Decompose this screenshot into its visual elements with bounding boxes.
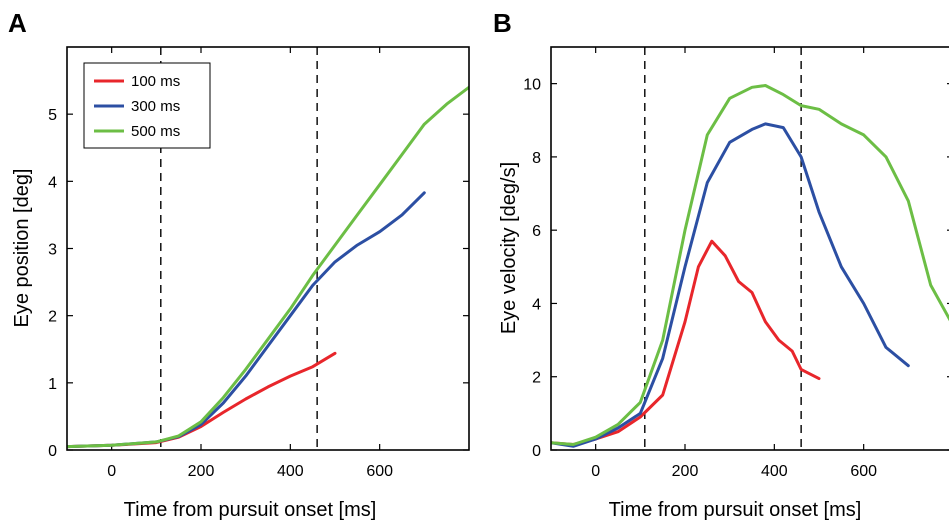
legend-a: 100 ms 300 ms 500 ms — [83, 62, 211, 149]
x-axis-label-a: Time from pursuit onset [ms] — [124, 499, 377, 521]
plot-frame-b — [550, 46, 949, 451]
x-tick-label-a-200: 200 — [188, 463, 215, 480]
y-tick-label-a-5: 5 — [48, 107, 57, 124]
series-line-a-100ms — [67, 351, 337, 449]
x-axis-label-b: Time from pursuit onset [ms] — [609, 499, 862, 521]
y-tick-label-a-0: 0 — [48, 443, 57, 460]
y-tick-label-a-3: 3 — [48, 242, 57, 259]
panel-label-b: B — [493, 8, 512, 38]
x-tick-label-b-400: 400 — [761, 463, 788, 480]
series-line-a-500ms — [67, 85, 469, 449]
plot-area-a: 0 200 400 600 0 1 2 3 4 5 — [48, 47, 469, 480]
y-tick-label-b-2: 2 — [532, 370, 541, 387]
y-tick-label-b-4: 4 — [532, 296, 541, 313]
plot-frame-a — [66, 46, 470, 451]
series-line-b-100ms — [551, 239, 821, 446]
x-tick-label-b-0: 0 — [591, 463, 600, 480]
y-axis-label-a: Eye position [deg] — [11, 169, 33, 328]
legend-label-100ms: 100 ms — [131, 73, 180, 90]
x-tick-label-a-600: 600 — [366, 463, 393, 480]
y-tick-label-b-6: 6 — [532, 223, 541, 240]
series-line-b-500ms — [551, 84, 949, 446]
y-tick-label-a-2: 2 — [48, 309, 57, 326]
y-tick-label-b-8: 8 — [532, 150, 541, 167]
panel-label-a: A — [8, 8, 27, 38]
legend-label-300ms: 300 ms — [131, 98, 180, 115]
x-tick-label-a-400: 400 — [277, 463, 304, 480]
y-tick-label-b-10: 10 — [523, 77, 541, 94]
x-tick-label-b-600: 600 — [850, 463, 877, 480]
y-tick-label-a-1: 1 — [48, 376, 57, 393]
x-tick-label-b-200: 200 — [672, 463, 699, 480]
series-line-a-300ms — [67, 191, 426, 449]
series-line-b-300ms — [551, 122, 910, 448]
panel-a: Time from pursuit onset [ms] Eye positio… — [11, 46, 470, 521]
plot-area-b: 0 200 400 600 0 2 4 6 8 10 — [523, 47, 949, 480]
panel-b: Time from pursuit onset [ms] Eye velocit… — [498, 46, 949, 521]
legend-label-500ms: 500 ms — [131, 123, 180, 140]
y-tick-label-b-0: 0 — [532, 443, 541, 460]
x-tick-label-a-0: 0 — [107, 463, 116, 480]
y-axis-label-b: Eye velocity [deg/s] — [498, 162, 520, 334]
y-tick-label-a-4: 4 — [48, 174, 57, 191]
